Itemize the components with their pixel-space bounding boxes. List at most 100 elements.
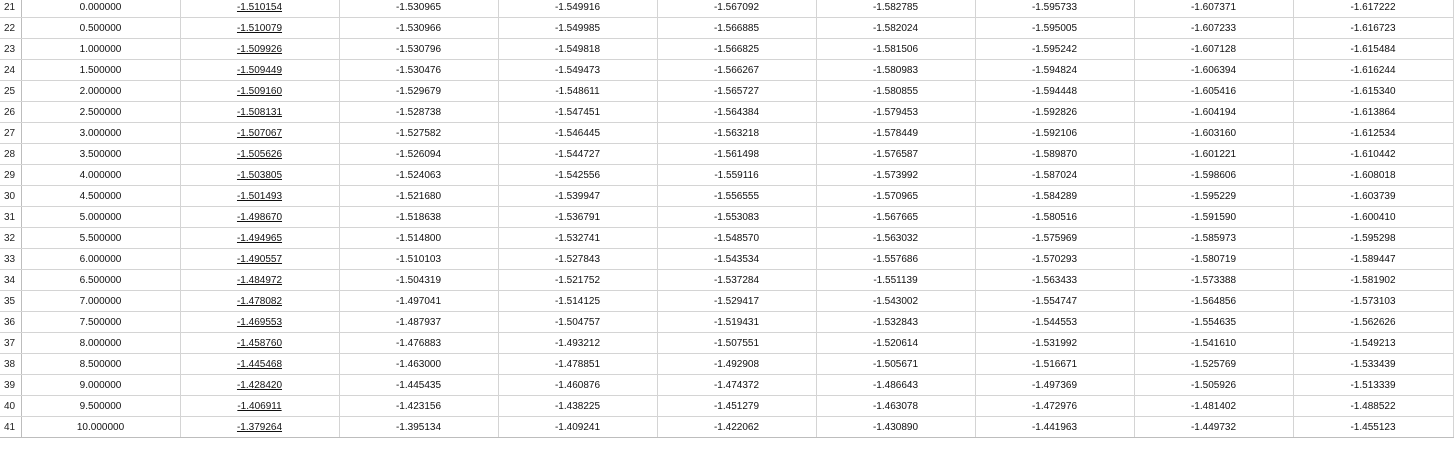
row-header[interactable]: 34	[0, 269, 22, 291]
table-cell[interactable]: -1.563433	[975, 269, 1135, 291]
table-cell[interactable]: -1.557686	[816, 248, 976, 270]
table-cell[interactable]: 7.500000	[21, 311, 181, 333]
table-cell[interactable]: 3.500000	[21, 143, 181, 165]
table-cell[interactable]: -1.608018	[1293, 164, 1454, 186]
table-cell[interactable]: -1.562626	[1293, 311, 1454, 333]
table-cell[interactable]: -1.451279	[657, 395, 817, 417]
table-cell[interactable]: -1.505626	[180, 143, 340, 165]
row-header[interactable]: 38	[0, 353, 22, 375]
table-cell[interactable]: -1.603160	[1134, 122, 1294, 144]
table-cell[interactable]: -1.533439	[1293, 353, 1454, 375]
row-header[interactable]: 26	[0, 101, 22, 123]
table-cell[interactable]: -1.573388	[1134, 269, 1294, 291]
table-cell[interactable]: -1.549985	[498, 17, 658, 39]
table-cell[interactable]: -1.406911	[180, 395, 340, 417]
table-cell[interactable]: -1.603739	[1293, 185, 1454, 207]
table-cell[interactable]: -1.510079	[180, 17, 340, 39]
table-cell[interactable]: -1.524063	[339, 164, 499, 186]
table-cell[interactable]: -1.580983	[816, 59, 976, 81]
table-cell[interactable]: -1.606394	[1134, 59, 1294, 81]
row-header[interactable]: 23	[0, 38, 22, 60]
table-cell[interactable]: -1.584289	[975, 185, 1135, 207]
table-cell[interactable]: -1.567092	[657, 0, 817, 18]
table-cell[interactable]: -1.484972	[180, 269, 340, 291]
table-cell[interactable]: -1.493212	[498, 332, 658, 354]
table-cell[interactable]: -1.542556	[498, 164, 658, 186]
table-cell[interactable]: -1.379264	[180, 416, 340, 438]
table-cell[interactable]: -1.539947	[498, 185, 658, 207]
table-cell[interactable]: -1.504319	[339, 269, 499, 291]
table-cell[interactable]: -1.580516	[975, 206, 1135, 228]
table-cell[interactable]: -1.551139	[816, 269, 976, 291]
table-cell[interactable]: -1.472976	[975, 395, 1135, 417]
table-cell[interactable]: 7.000000	[21, 290, 181, 312]
table-cell[interactable]: -1.409241	[498, 416, 658, 438]
table-cell[interactable]: -1.589447	[1293, 248, 1454, 270]
table-cell[interactable]: -1.530796	[339, 38, 499, 60]
table-cell[interactable]: -1.504757	[498, 311, 658, 333]
row-header[interactable]: 31	[0, 206, 22, 228]
table-cell[interactable]: -1.591590	[1134, 206, 1294, 228]
table-cell[interactable]: -1.521680	[339, 185, 499, 207]
table-cell[interactable]: -1.549473	[498, 59, 658, 81]
row-header[interactable]: 41	[0, 416, 22, 438]
table-cell[interactable]: -1.580719	[1134, 248, 1294, 270]
row-header[interactable]: 37	[0, 332, 22, 354]
table-cell[interactable]: 2.500000	[21, 101, 181, 123]
table-cell[interactable]: -1.528738	[339, 101, 499, 123]
table-cell[interactable]: -1.509926	[180, 38, 340, 60]
table-cell[interactable]: -1.607233	[1134, 17, 1294, 39]
table-cell[interactable]: -1.549818	[498, 38, 658, 60]
table-cell[interactable]: -1.520614	[816, 332, 976, 354]
table-cell[interactable]: -1.589870	[975, 143, 1135, 165]
table-cell[interactable]: -1.529679	[339, 80, 499, 102]
table-cell[interactable]: -1.514125	[498, 290, 658, 312]
table-cell[interactable]: -1.567665	[816, 206, 976, 228]
table-cell[interactable]: -1.530966	[339, 17, 499, 39]
table-cell[interactable]: -1.566885	[657, 17, 817, 39]
table-cell[interactable]: -1.487937	[339, 311, 499, 333]
table-cell[interactable]: -1.573103	[1293, 290, 1454, 312]
table-cell[interactable]: -1.525769	[1134, 353, 1294, 375]
table-cell[interactable]: -1.428420	[180, 374, 340, 396]
table-cell[interactable]: -1.536791	[498, 206, 658, 228]
table-cell[interactable]: -1.615340	[1293, 80, 1454, 102]
table-cell[interactable]: -1.501493	[180, 185, 340, 207]
table-cell[interactable]: -1.544727	[498, 143, 658, 165]
table-cell[interactable]: -1.438225	[498, 395, 658, 417]
table-cell[interactable]: -1.566267	[657, 59, 817, 81]
row-header[interactable]: 22	[0, 17, 22, 39]
table-cell[interactable]: 1.000000	[21, 38, 181, 60]
row-header[interactable]: 35	[0, 290, 22, 312]
table-cell[interactable]: -1.532843	[816, 311, 976, 333]
table-cell[interactable]: -1.549916	[498, 0, 658, 18]
table-cell[interactable]: -1.478851	[498, 353, 658, 375]
table-cell[interactable]: -1.570965	[816, 185, 976, 207]
table-cell[interactable]: -1.486643	[816, 374, 976, 396]
table-cell[interactable]: -1.564856	[1134, 290, 1294, 312]
table-cell[interactable]: -1.526094	[339, 143, 499, 165]
table-cell[interactable]: -1.476883	[339, 332, 499, 354]
row-header[interactable]: 32	[0, 227, 22, 249]
table-cell[interactable]: -1.564384	[657, 101, 817, 123]
table-cell[interactable]: -1.582785	[816, 0, 976, 18]
table-cell[interactable]: -1.585973	[1134, 227, 1294, 249]
row-header[interactable]: 40	[0, 395, 22, 417]
table-cell[interactable]: -1.445468	[180, 353, 340, 375]
table-cell[interactable]: -1.463000	[339, 353, 499, 375]
table-cell[interactable]: -1.505926	[1134, 374, 1294, 396]
table-cell[interactable]: -1.513339	[1293, 374, 1454, 396]
table-cell[interactable]: -1.510103	[339, 248, 499, 270]
table-cell[interactable]: -1.595733	[975, 0, 1135, 18]
table-cell[interactable]: -1.423156	[339, 395, 499, 417]
table-cell[interactable]: -1.508131	[180, 101, 340, 123]
table-cell[interactable]: 4.000000	[21, 164, 181, 186]
table-cell[interactable]: -1.474372	[657, 374, 817, 396]
table-cell[interactable]: -1.616244	[1293, 59, 1454, 81]
table-cell[interactable]: -1.503805	[180, 164, 340, 186]
table-cell[interactable]: -1.478082	[180, 290, 340, 312]
table-cell[interactable]: -1.595229	[1134, 185, 1294, 207]
table-cell[interactable]: -1.497041	[339, 290, 499, 312]
row-header[interactable]: 33	[0, 248, 22, 270]
table-cell[interactable]: -1.613864	[1293, 101, 1454, 123]
